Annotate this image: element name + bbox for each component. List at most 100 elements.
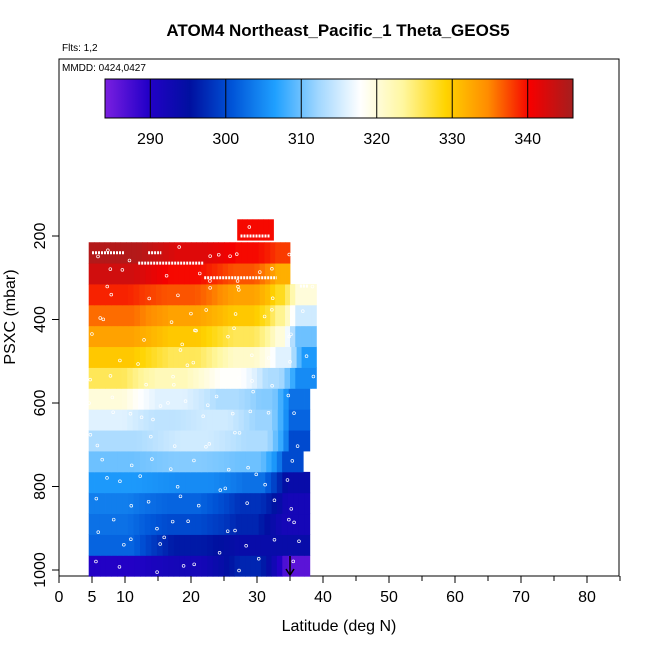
heatmap-cell — [211, 263, 218, 285]
heatmap-cell — [127, 284, 134, 306]
heatmap-cell — [105, 325, 112, 348]
heatmap-cell — [249, 284, 255, 306]
heatmap-cell — [298, 492, 305, 515]
heatmap-cell — [271, 492, 278, 515]
heatmap-cell — [224, 492, 230, 515]
heatmap-cell — [173, 263, 180, 285]
heatmap-cell — [280, 325, 286, 348]
heatmap-cell — [204, 388, 211, 410]
sample-point — [96, 530, 101, 534]
sample-point — [291, 559, 296, 564]
heatmap-cell — [212, 513, 219, 535]
heatmap-cell — [167, 304, 174, 327]
heatmap-cell — [242, 219, 248, 241]
heatmap-cell — [191, 430, 198, 452]
heatmap-cell — [280, 242, 286, 264]
heatmap-cell — [131, 242, 138, 264]
sample-point — [272, 498, 277, 503]
heatmap-cell — [207, 492, 214, 515]
heatmap-cell — [217, 304, 224, 327]
heatmap-cell — [224, 534, 230, 556]
sample-point — [295, 444, 300, 448]
heatmap-cell — [206, 325, 213, 348]
heatmap-cell — [277, 388, 284, 410]
heatmap-cell — [88, 430, 95, 452]
heatmap-cell — [292, 451, 299, 473]
heatmap-cell — [239, 555, 246, 577]
heatmap-cell — [126, 430, 132, 452]
heatmap-cell — [158, 430, 164, 452]
sample-point — [289, 507, 294, 511]
heatmap-cell — [120, 430, 127, 452]
heatmap-cell — [195, 492, 202, 515]
sample-point — [287, 517, 291, 522]
x-tick-label: 10 — [116, 589, 134, 606]
heatmap-cell — [184, 492, 191, 515]
heatmap-cell — [246, 367, 253, 389]
sample-point — [127, 258, 132, 263]
heatmap-cell — [285, 304, 291, 327]
heatmap-cell — [229, 555, 235, 577]
heatmap-cell — [222, 284, 229, 306]
heatmap-cell — [184, 304, 191, 327]
heatmap-cell — [275, 242, 281, 264]
heatmap-cell — [180, 471, 187, 494]
heatmap-cell — [282, 555, 289, 577]
heatmap-cell — [222, 304, 229, 327]
heatmap-cell — [270, 513, 277, 535]
heatmap-cell — [235, 430, 242, 452]
heatmap-cell — [190, 534, 197, 556]
heatmap-cell — [94, 409, 101, 431]
y-tick-label: 200 — [32, 223, 49, 250]
heatmap-cell — [195, 325, 202, 348]
sample-point — [267, 356, 271, 360]
sample-point — [111, 410, 115, 414]
sample-point — [108, 267, 113, 271]
heatmap-cell — [272, 388, 279, 410]
sample-point — [304, 354, 309, 358]
heatmap-cell — [238, 346, 245, 368]
heatmap-cell — [116, 284, 123, 306]
heatmap-cell — [183, 284, 190, 306]
sample-point — [289, 332, 293, 337]
heatmap-cell — [121, 388, 128, 410]
heatmap-cell — [127, 409, 134, 431]
heatmap-cell — [94, 346, 101, 368]
heatmap-cell — [143, 388, 150, 410]
heatmap-cell — [201, 451, 208, 473]
heatmap-cell — [235, 513, 242, 535]
heatmap-cell — [88, 555, 95, 577]
sample-point — [217, 551, 222, 555]
heatmap-cell — [152, 430, 159, 452]
sample-point — [150, 457, 154, 461]
heatmap-cell — [117, 304, 124, 327]
heatmap-cell — [105, 409, 112, 431]
heatmap-cell — [271, 471, 278, 494]
heatmap-cell — [195, 284, 202, 306]
heatmap-cell — [184, 534, 191, 556]
heatmap-cell — [178, 304, 185, 327]
heatmap-cell — [178, 513, 185, 535]
heatmap-cell — [180, 242, 186, 264]
heatmap-cell — [238, 409, 245, 431]
sample-point — [88, 433, 93, 437]
heatmap-cell — [128, 451, 135, 473]
heatmap-cell — [217, 325, 224, 348]
heatmap-cell — [115, 471, 122, 494]
heatmap-cell — [306, 346, 312, 368]
heatmap-cell — [105, 451, 112, 473]
heatmap-cell — [176, 367, 183, 389]
flight-track-dashes — [92, 234, 309, 288]
heatmap-cell — [168, 555, 175, 577]
heatmap-cell — [195, 346, 202, 368]
colorbar-tick-label: 340 — [514, 131, 541, 148]
heatmap-cell — [134, 325, 141, 348]
heatmap-cell — [173, 451, 180, 473]
colorbar-tick-label: 330 — [439, 131, 466, 148]
sample-point — [237, 288, 241, 292]
sample-point — [285, 478, 290, 482]
heatmap-cell — [202, 471, 209, 494]
heatmap-cell — [174, 430, 181, 452]
heatmap-cell — [122, 534, 129, 556]
heatmap-cell — [99, 409, 106, 431]
